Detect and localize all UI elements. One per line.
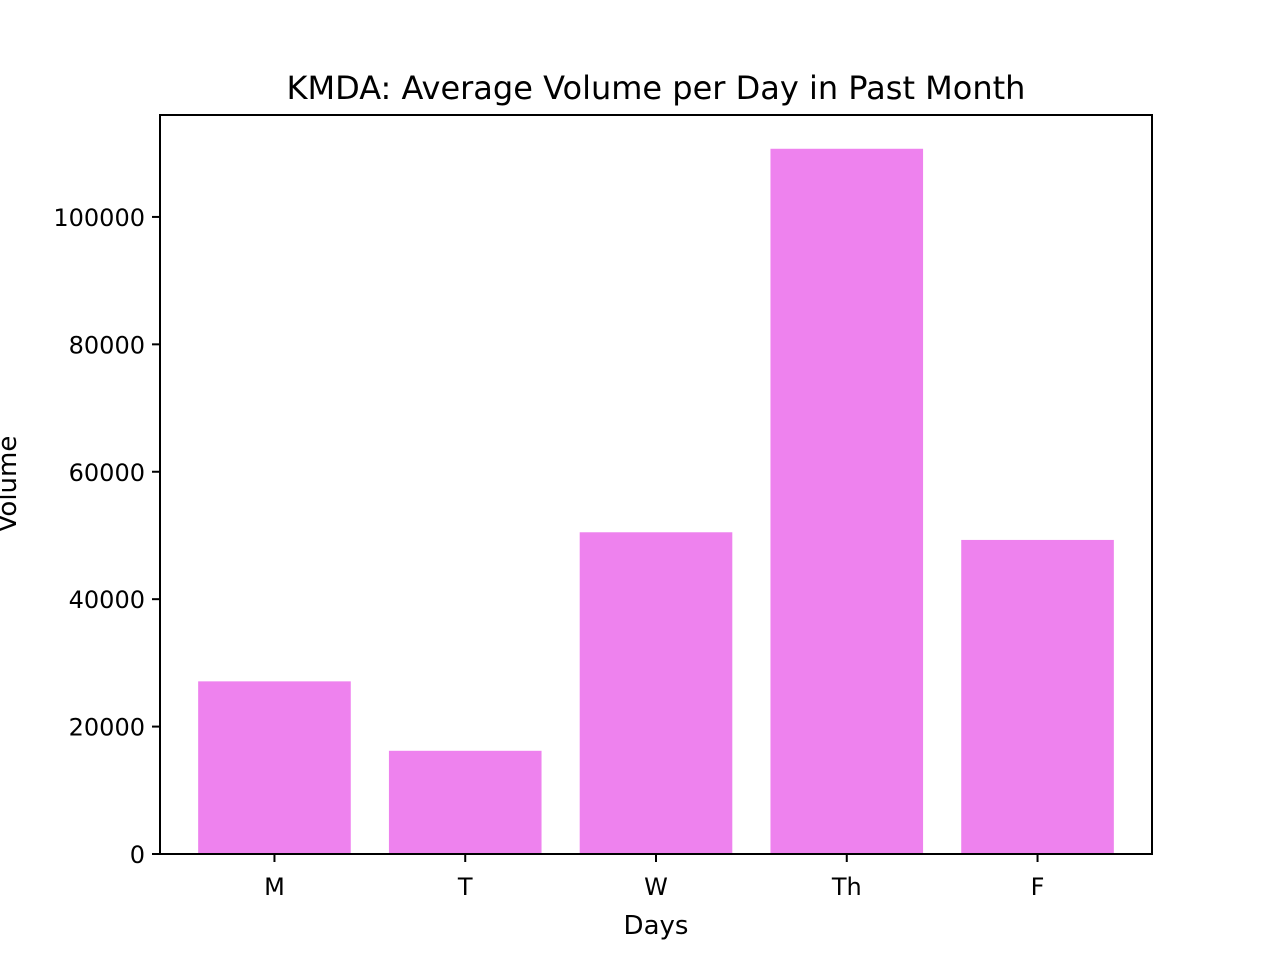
x-axis-label: Days — [624, 911, 689, 941]
bar-w — [579, 532, 733, 854]
y-tick-label: 80000 — [69, 331, 145, 359]
bar-t — [388, 750, 542, 854]
bar-th — [770, 148, 924, 854]
y-tick-label: 20000 — [69, 714, 145, 742]
x-axis: M T W Th F — [264, 854, 1044, 901]
y-tick-label: 0 — [130, 841, 145, 869]
bar-m — [198, 681, 351, 854]
x-tick-label: F — [1031, 873, 1045, 901]
x-tick-label: W — [644, 873, 668, 901]
y-axis: 0 20000 40000 60000 80000 100000 — [53, 204, 160, 869]
bar-f — [961, 539, 1114, 854]
y-tick-label: 60000 — [69, 459, 145, 487]
y-tick-label: 40000 — [69, 586, 145, 614]
x-tick-label: M — [264, 873, 285, 901]
y-tick-label: 100000 — [53, 204, 145, 232]
x-tick-label: Th — [831, 873, 862, 901]
x-tick-label: T — [457, 873, 473, 901]
bars-layer — [198, 148, 1114, 854]
chart-title: KMDA: Average Volume per Day in Past Mon… — [287, 69, 1026, 107]
y-axis-label: Volume — [0, 436, 23, 533]
